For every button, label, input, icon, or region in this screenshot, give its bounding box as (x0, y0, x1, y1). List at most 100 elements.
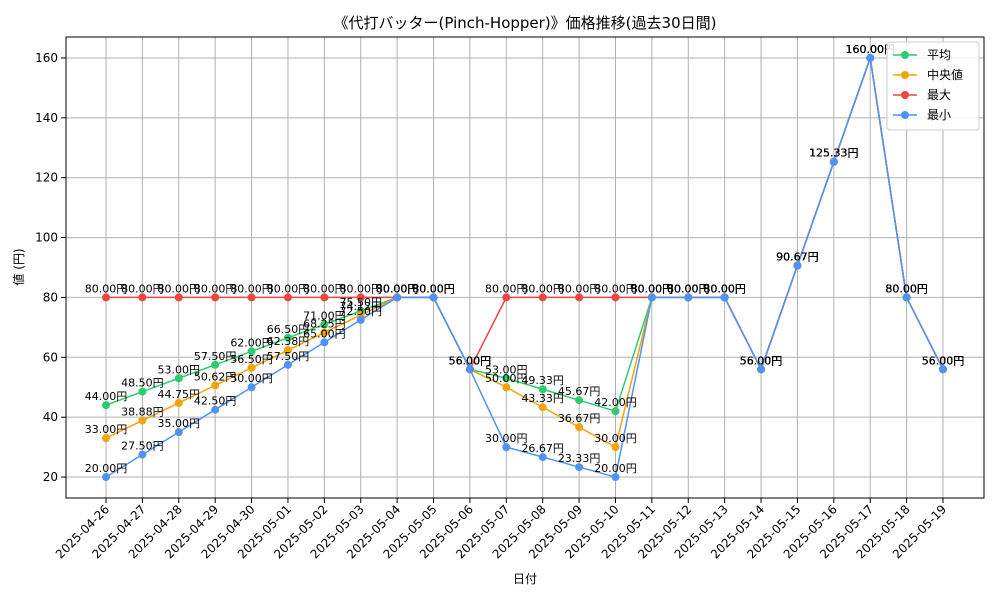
data-label: 74.12円 (339, 300, 382, 313)
data-point (502, 374, 511, 383)
data-point (283, 333, 292, 342)
data-point (320, 293, 329, 302)
data-label: 56.00円 (449, 354, 492, 367)
y-tick-label: 100 (35, 231, 58, 245)
data-point (939, 365, 947, 374)
data-label: 56.00円 (740, 354, 783, 367)
data-label: 160.00円 (845, 43, 895, 56)
data-label: 90.67円 (776, 250, 819, 263)
data-label: 20.00円 (594, 462, 637, 475)
data-label: 57.50円 (267, 350, 310, 363)
data-label: 160.00円 (845, 43, 895, 56)
data-label: 80.00円 (194, 282, 237, 295)
y-axis-label: 値 (円) (11, 248, 26, 285)
series-group (102, 53, 947, 482)
data-point (174, 398, 183, 407)
axis-ticks: 2025-04-262025-04-272025-04-282025-04-29… (35, 51, 949, 561)
data-label: 80.00円 (703, 282, 746, 295)
data-label: 80.00円 (631, 282, 674, 295)
data-point (102, 401, 110, 410)
data-label: 20.00円 (85, 462, 128, 475)
data-point (611, 407, 620, 416)
data-label: 80.00円 (303, 282, 346, 295)
data-label: 80.00円 (703, 282, 746, 295)
data-point (174, 293, 183, 302)
grid (66, 37, 984, 498)
data-point (356, 293, 365, 302)
plot-frame (65, 36, 985, 499)
data-point (247, 383, 256, 392)
data-point (575, 463, 584, 472)
data-label: 56.00円 (740, 354, 783, 367)
data-label: 80.00円 (121, 282, 164, 295)
data-label: 80.00円 (376, 282, 419, 295)
data-point (247, 293, 256, 302)
data-point (866, 53, 875, 62)
data-point (502, 383, 511, 392)
data-label: 35.00円 (158, 417, 201, 430)
data-label: 49.33円 (521, 374, 564, 387)
data-point (538, 385, 547, 394)
data-label: 66.50円 (267, 323, 310, 336)
data-label: 65.00円 (303, 327, 346, 340)
data-label: 62.00円 (230, 336, 273, 349)
data-point (829, 157, 838, 166)
data-label: 80.00円 (667, 282, 710, 295)
data-label: 125.33円 (809, 147, 859, 160)
data-label: 56.50円 (230, 353, 273, 366)
data-point (575, 293, 584, 302)
y-tick-label: 80 (43, 290, 58, 304)
data-point (102, 293, 110, 302)
data-label: 80.00円 (339, 282, 382, 295)
data-label: 56.00円 (449, 354, 492, 367)
data-label: 90.67円 (776, 250, 819, 263)
data-label: 80.00円 (885, 282, 928, 295)
legend-swatch-marker (901, 91, 909, 99)
data-point (757, 365, 766, 374)
data-label: 72.50円 (339, 305, 382, 318)
data-label: 68.25円 (303, 318, 346, 331)
data-point (211, 405, 220, 414)
data-point (320, 320, 329, 329)
legend-label: 平均 (927, 48, 951, 62)
data-label: 80.00円 (667, 282, 710, 295)
data-label: 80.00円 (267, 282, 310, 295)
data-point (247, 347, 256, 356)
data-point (720, 293, 729, 302)
y-tick-label: 20 (43, 470, 58, 484)
data-label: 38.88円 (121, 406, 164, 419)
y-tick-label: 40 (43, 410, 58, 424)
data-label: 36.67円 (558, 412, 601, 425)
data-label: 80.00円 (85, 282, 128, 295)
data-label: 57.50円 (194, 350, 237, 363)
data-label: 26.67円 (521, 442, 564, 455)
data-point (283, 346, 292, 355)
data-label: 80.00円 (667, 282, 710, 295)
data-label: 125.33円 (809, 147, 859, 160)
data-label: 80.00円 (485, 282, 528, 295)
data-point (356, 315, 365, 324)
data-label: 80.00円 (376, 282, 419, 295)
data-point (174, 428, 183, 437)
data-point (684, 293, 693, 302)
data-label: 50.62円 (194, 370, 237, 383)
data-label: 80.00円 (631, 282, 674, 295)
data-label: 80.00円 (521, 282, 564, 295)
data-label: 44.75円 (158, 388, 201, 401)
data-point (429, 293, 438, 302)
legend-swatch-marker (901, 71, 909, 79)
data-labels: 44.00円48.50円53.00円57.50円62.00円66.50円71.0… (85, 43, 965, 475)
data-point (502, 293, 511, 302)
series-line (106, 57, 944, 372)
y-tick-label: 120 (35, 171, 58, 185)
data-label: 80.00円 (703, 282, 746, 295)
y-tick-label: 60 (43, 350, 58, 364)
legend-swatch-marker (901, 51, 909, 59)
data-label: 33.00円 (85, 423, 128, 436)
data-point (611, 443, 620, 452)
data-label: 42.50円 (194, 395, 237, 408)
legend-label: 中央値 (927, 67, 963, 82)
data-label: 80.00円 (631, 282, 674, 295)
data-point (647, 293, 656, 302)
